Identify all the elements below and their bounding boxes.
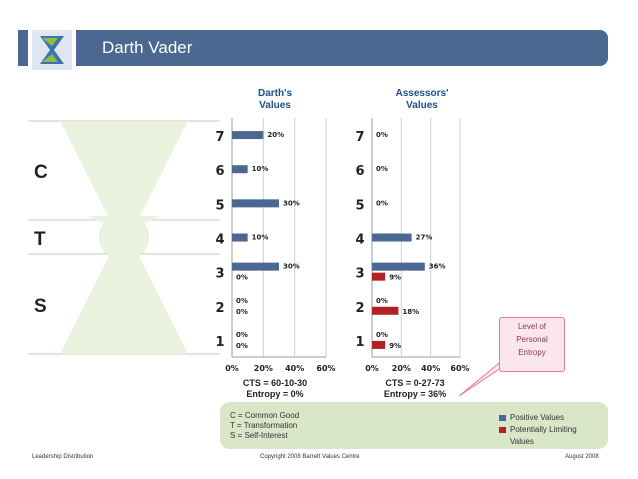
- positive-bar: [372, 233, 412, 242]
- footer-left: Leadership Distribution: [32, 454, 94, 460]
- positive-value-label: 0%: [376, 331, 388, 339]
- positive-value-label: 10%: [252, 234, 269, 242]
- y-level-label: 3: [215, 267, 224, 282]
- callout-line: Level of: [517, 322, 547, 331]
- hourglass-diagram: [28, 120, 220, 355]
- legend-limiting-cont: Values: [510, 437, 534, 446]
- positive-bar: [232, 199, 279, 208]
- entropy-line: Entropy = 0%: [246, 389, 304, 399]
- legend-positive: Positive Values: [510, 413, 565, 422]
- limiting-value-label: 0%: [236, 274, 248, 282]
- limiting-bar: [372, 340, 386, 349]
- chart-title-assessors: Assessors' Values: [382, 88, 462, 112]
- y-level-label: 6: [215, 164, 224, 179]
- x-tick-label: 60%: [316, 364, 335, 373]
- x-tick-label: 20%: [392, 364, 411, 373]
- logo: [28, 26, 76, 74]
- footer-center: Copyright 2008 Barrett Values Centre: [260, 454, 360, 460]
- y-level-label: 3: [355, 267, 364, 282]
- page-title: Darth Vader: [102, 38, 193, 57]
- positive-bar: [232, 165, 248, 174]
- positive-value-label: 0%: [236, 331, 248, 339]
- y-level-label: 5: [215, 198, 224, 213]
- legend-limiting-swatch: [499, 427, 506, 433]
- positive-value-label: 20%: [267, 131, 284, 139]
- limiting-value-label: 0%: [236, 342, 248, 350]
- entropy-callout: Level of Personal Entropy: [499, 317, 565, 372]
- cts-line: CTS = 60-10-30: [242, 378, 308, 388]
- header-bar: [18, 30, 608, 66]
- chart-title-line: Values: [259, 100, 291, 111]
- limiting-bar: [372, 306, 399, 315]
- legend-limiting: Potentially Limiting: [510, 425, 577, 434]
- x-tick-label: 20%: [254, 364, 273, 373]
- positive-value-label: 30%: [283, 199, 300, 207]
- legend-t: T = Transformation: [230, 421, 298, 430]
- footer-right: August 2008: [565, 454, 599, 460]
- x-tick-label: 60%: [450, 364, 469, 373]
- limiting-value-label: 9%: [389, 342, 401, 350]
- entropy-line: Entropy = 36%: [383, 389, 447, 399]
- y-level-label: 4: [355, 233, 364, 248]
- cts-assessors: CTS = 0-27-73 Entropy = 36%: [360, 378, 470, 400]
- x-tick-label: 40%: [285, 364, 304, 373]
- limiting-value-label: 0%: [236, 308, 248, 316]
- chart-title-darth: Darth's Values: [245, 88, 305, 112]
- positive-value-label: 0%: [376, 297, 388, 305]
- y-level-label: 5: [355, 198, 364, 213]
- legend-positive-swatch: [499, 415, 506, 421]
- limiting-bar: [372, 272, 386, 281]
- legend-c: C = Common Good: [230, 411, 300, 420]
- positive-bar: [372, 262, 425, 271]
- label-self-interest: S: [34, 296, 47, 317]
- chart-title-line: Darth's: [257, 88, 293, 99]
- y-level-label: 6: [355, 164, 364, 179]
- label-common-good: C: [34, 162, 48, 183]
- cts-line: CTS = 0-27-73: [385, 378, 445, 388]
- y-level-label: 2: [215, 301, 224, 316]
- x-tick-label: 0%: [225, 364, 239, 373]
- chart-title-line: Assessors': [395, 88, 449, 99]
- logo-icon: [32, 30, 72, 70]
- y-level-label: 2: [355, 301, 364, 316]
- x-tick-label: 0%: [365, 364, 379, 373]
- y-level-label: 1: [215, 335, 224, 350]
- legend-box: [220, 402, 608, 449]
- chart-title-line: Values: [406, 100, 438, 111]
- positive-value-label: 36%: [429, 263, 446, 271]
- callout-line: Personal: [516, 335, 548, 344]
- limiting-value-label: 18%: [402, 308, 419, 316]
- positive-value-label: 0%: [376, 165, 388, 173]
- positive-value-label: 0%: [236, 297, 248, 305]
- legend-s: S = Self-Interest: [230, 431, 288, 440]
- positive-bar: [232, 262, 279, 271]
- positive-value-label: 10%: [252, 165, 269, 173]
- y-level-label: 7: [215, 130, 224, 145]
- positive-value-label: 27%: [416, 234, 433, 242]
- positive-value-label: 30%: [283, 263, 300, 271]
- callout-line: Entropy: [518, 348, 546, 357]
- cts-darth: CTS = 60-10-30 Entropy = 0%: [220, 378, 330, 400]
- label-transformation: T: [34, 229, 46, 250]
- y-level-label: 7: [355, 130, 364, 145]
- y-level-label: 1: [355, 335, 364, 350]
- x-tick-label: 40%: [421, 364, 440, 373]
- limiting-value-label: 9%: [389, 274, 401, 282]
- positive-value-label: 0%: [376, 131, 388, 139]
- y-level-label: 4: [215, 233, 224, 248]
- positive-bar: [232, 131, 264, 140]
- positive-bar: [232, 233, 248, 242]
- positive-value-label: 0%: [376, 199, 388, 207]
